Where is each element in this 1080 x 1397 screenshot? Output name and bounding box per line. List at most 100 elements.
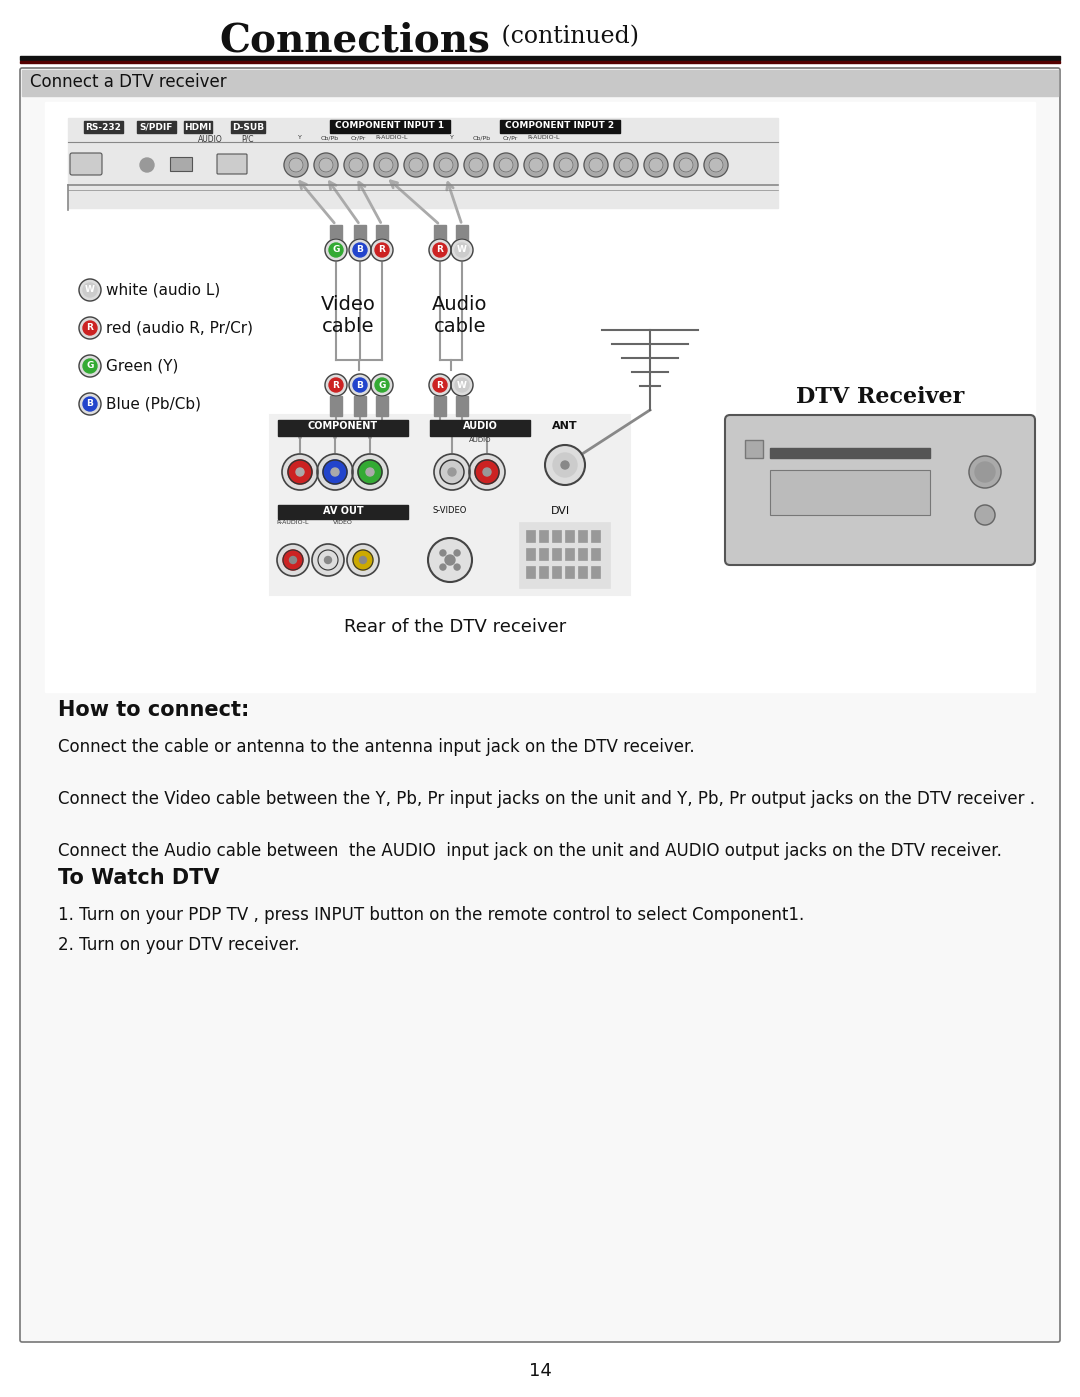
Circle shape <box>375 379 389 393</box>
Circle shape <box>545 446 585 485</box>
Circle shape <box>353 379 367 393</box>
Text: W: W <box>85 285 95 295</box>
Circle shape <box>428 538 472 583</box>
Text: Cb/Pb: Cb/Pb <box>473 136 491 140</box>
Circle shape <box>79 279 102 300</box>
Circle shape <box>455 243 469 257</box>
Circle shape <box>434 154 458 177</box>
Text: VIDEO: VIDEO <box>333 520 353 525</box>
Circle shape <box>140 158 154 172</box>
Text: R-AUDIO-L: R-AUDIO-L <box>276 520 309 525</box>
Text: 14: 14 <box>528 1362 552 1380</box>
Circle shape <box>330 468 339 476</box>
Circle shape <box>289 556 297 563</box>
Bar <box>565 529 573 542</box>
Text: W: W <box>457 380 467 390</box>
Circle shape <box>323 460 347 483</box>
Circle shape <box>296 468 303 476</box>
Circle shape <box>464 154 488 177</box>
Bar <box>354 395 366 416</box>
Text: Connections: Connections <box>219 22 490 60</box>
Bar <box>526 529 535 542</box>
Circle shape <box>429 374 451 395</box>
Bar <box>591 548 600 560</box>
Text: Cr/Pr: Cr/Pr <box>350 136 366 140</box>
FancyBboxPatch shape <box>725 415 1035 564</box>
Bar <box>330 225 342 244</box>
Circle shape <box>349 374 372 395</box>
Text: AUDIO: AUDIO <box>198 136 222 144</box>
Bar <box>565 566 573 578</box>
Bar <box>565 548 573 560</box>
Circle shape <box>644 154 669 177</box>
Circle shape <box>83 284 97 298</box>
Circle shape <box>483 468 491 476</box>
Circle shape <box>79 317 102 339</box>
Text: AV OUT: AV OUT <box>323 506 363 515</box>
Bar <box>22 70 1058 96</box>
Circle shape <box>83 321 97 335</box>
Bar <box>68 117 778 208</box>
Circle shape <box>440 564 446 570</box>
Bar <box>330 120 450 133</box>
Text: S/PDIF: S/PDIF <box>139 123 173 131</box>
Circle shape <box>469 158 483 172</box>
Circle shape <box>79 355 102 377</box>
Bar <box>578 529 588 542</box>
Circle shape <box>448 468 456 476</box>
Circle shape <box>319 158 333 172</box>
Bar <box>21 56 1059 60</box>
Circle shape <box>357 460 382 483</box>
Text: HDMI: HDMI <box>185 123 212 131</box>
Circle shape <box>440 460 464 483</box>
Circle shape <box>975 462 995 482</box>
Circle shape <box>434 454 470 490</box>
Circle shape <box>284 154 308 177</box>
Circle shape <box>372 239 393 261</box>
Circle shape <box>674 154 698 177</box>
Text: 1. Turn on your PDP TV , press INPUT button on the remote control to select Comp: 1. Turn on your PDP TV , press INPUT but… <box>58 907 805 923</box>
Circle shape <box>83 397 97 411</box>
Text: R: R <box>436 380 444 390</box>
Text: Blue (Pb/Cb): Blue (Pb/Cb) <box>106 397 201 412</box>
Text: R: R <box>86 324 94 332</box>
Text: AUDIO: AUDIO <box>469 437 491 443</box>
Text: D-SUB: D-SUB <box>232 123 264 131</box>
Circle shape <box>325 374 347 395</box>
Circle shape <box>445 555 455 564</box>
Bar <box>231 122 265 133</box>
Circle shape <box>433 243 447 257</box>
Circle shape <box>529 158 543 172</box>
Circle shape <box>379 158 393 172</box>
Bar <box>270 415 630 595</box>
Text: Audio
cable: Audio cable <box>432 295 488 337</box>
Bar <box>434 395 446 416</box>
Circle shape <box>325 239 347 261</box>
Circle shape <box>375 243 389 257</box>
FancyBboxPatch shape <box>217 154 247 175</box>
Text: How to connect:: How to connect: <box>58 700 249 719</box>
Text: white (audio L): white (audio L) <box>106 282 220 298</box>
Text: R: R <box>379 246 386 254</box>
Text: To Watch DTV: To Watch DTV <box>58 868 219 888</box>
Bar <box>526 566 535 578</box>
Circle shape <box>352 454 388 490</box>
Text: COMPONENT: COMPONENT <box>308 420 378 432</box>
Circle shape <box>282 454 318 490</box>
Circle shape <box>318 550 338 570</box>
Circle shape <box>79 393 102 415</box>
Bar <box>430 420 530 436</box>
Bar <box>591 566 600 578</box>
Circle shape <box>429 239 451 261</box>
Circle shape <box>454 550 460 556</box>
Circle shape <box>349 239 372 261</box>
Circle shape <box>475 460 499 483</box>
Text: Video
cable: Video cable <box>321 295 376 337</box>
Text: Y: Y <box>450 136 454 140</box>
Text: Connect the cable or antenna to the antenna input jack on the DTV receiver.: Connect the cable or antenna to the ante… <box>58 738 694 756</box>
Bar <box>552 548 561 560</box>
Bar <box>184 122 212 133</box>
Circle shape <box>329 243 343 257</box>
Bar <box>552 529 561 542</box>
Text: B: B <box>356 246 364 254</box>
